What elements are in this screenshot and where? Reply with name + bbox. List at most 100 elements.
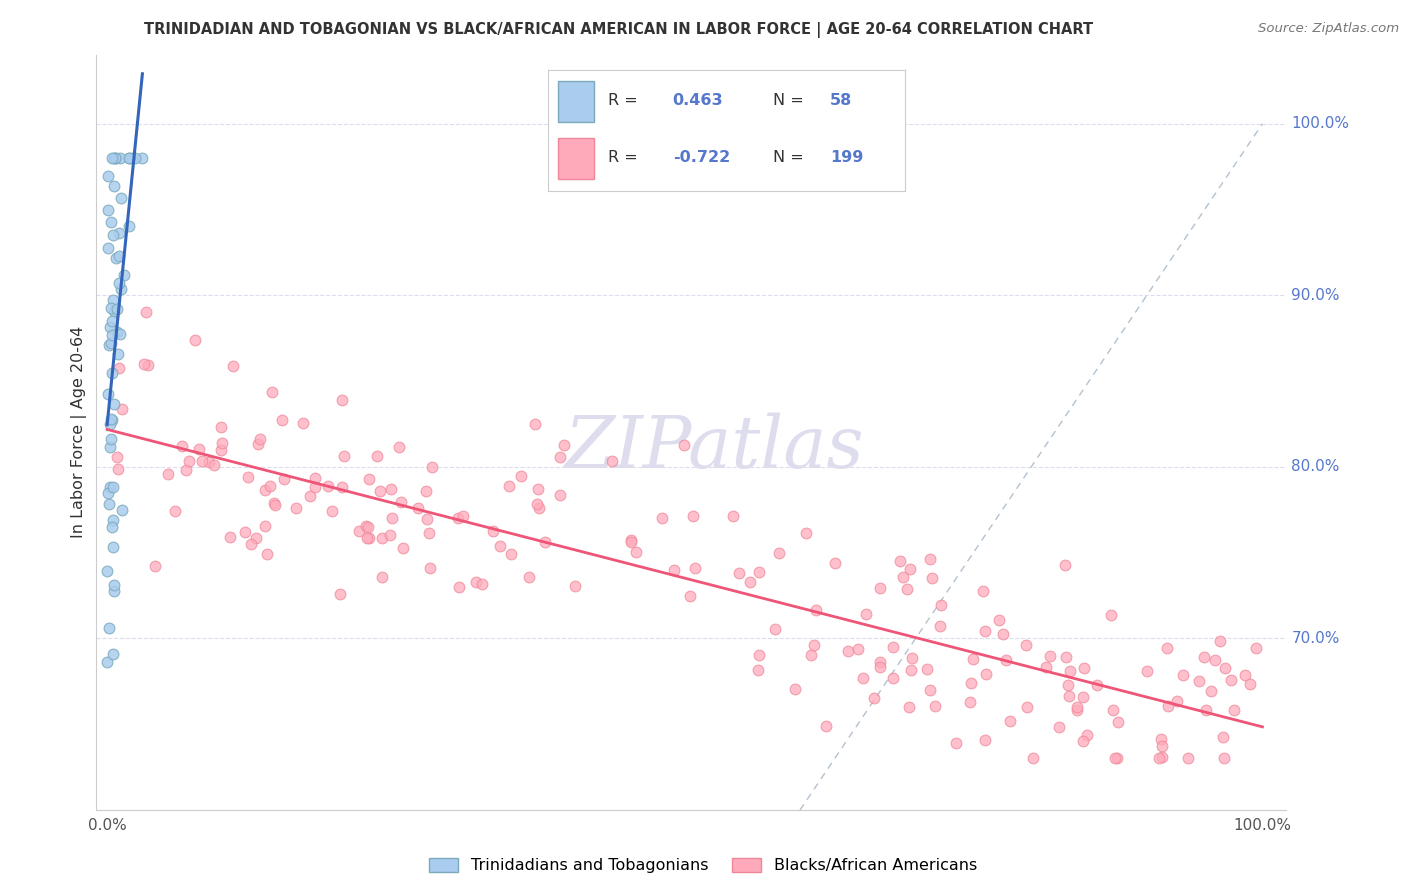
Point xyxy=(527,501,550,516)
Point xyxy=(898,562,921,576)
Point xyxy=(994,653,1017,667)
Point xyxy=(101,293,124,307)
Point xyxy=(682,508,704,523)
Point xyxy=(1171,668,1194,682)
Point xyxy=(447,510,470,524)
Point xyxy=(118,151,141,165)
Point xyxy=(249,432,271,446)
Point xyxy=(837,644,859,658)
Point xyxy=(381,510,404,524)
Point xyxy=(271,413,294,427)
Point xyxy=(1136,664,1159,678)
Point xyxy=(219,530,242,544)
Point xyxy=(662,563,685,577)
Point xyxy=(100,336,122,351)
Point xyxy=(330,480,353,494)
Point xyxy=(471,577,494,591)
Point xyxy=(901,651,924,665)
Point xyxy=(107,462,129,476)
Point xyxy=(179,454,201,468)
Point xyxy=(882,671,904,685)
Point xyxy=(357,532,380,546)
Point xyxy=(517,570,540,584)
Point xyxy=(103,178,125,193)
Point xyxy=(98,480,121,494)
Point xyxy=(1071,690,1094,705)
Point xyxy=(553,438,575,452)
Point xyxy=(101,540,124,554)
Point xyxy=(132,357,155,371)
Point xyxy=(299,489,322,503)
Point xyxy=(600,454,623,468)
Point xyxy=(783,681,806,696)
Point xyxy=(651,511,673,525)
Point xyxy=(96,565,118,579)
Point xyxy=(357,520,380,534)
Point xyxy=(921,571,943,585)
Point xyxy=(419,561,441,575)
Point xyxy=(1071,733,1094,747)
Point xyxy=(727,566,749,580)
Point xyxy=(253,519,276,533)
Point xyxy=(1104,751,1126,765)
Point xyxy=(124,151,146,165)
Point xyxy=(263,498,285,512)
Point xyxy=(465,574,488,589)
Point xyxy=(103,583,125,598)
Point xyxy=(900,663,922,677)
Point xyxy=(898,699,921,714)
Point xyxy=(1073,660,1095,674)
Point xyxy=(108,226,131,240)
Point xyxy=(1195,703,1218,717)
Point xyxy=(222,359,245,374)
Point xyxy=(329,587,352,601)
Point xyxy=(889,554,911,568)
Point xyxy=(1057,678,1080,692)
Point xyxy=(852,671,875,685)
Point xyxy=(869,660,891,674)
Point xyxy=(962,652,984,666)
Point xyxy=(183,333,205,347)
Point xyxy=(620,534,643,549)
Point xyxy=(118,219,141,233)
Point xyxy=(239,537,262,551)
Point xyxy=(626,545,648,559)
Point xyxy=(118,151,141,165)
Point xyxy=(378,528,401,542)
Point xyxy=(1209,634,1232,648)
Point xyxy=(98,320,121,334)
Point xyxy=(721,508,744,523)
Point xyxy=(97,169,120,183)
Point xyxy=(101,151,124,165)
Point xyxy=(100,412,122,426)
Point xyxy=(564,579,586,593)
Point xyxy=(100,432,122,446)
Point xyxy=(103,227,125,242)
Point xyxy=(974,624,997,639)
Point xyxy=(256,547,278,561)
Point xyxy=(929,598,952,612)
Point xyxy=(209,420,232,434)
Point xyxy=(1177,751,1199,765)
Point xyxy=(347,524,370,539)
Point xyxy=(679,590,702,604)
Point xyxy=(304,479,326,493)
Point xyxy=(121,151,143,165)
Point xyxy=(527,482,550,496)
Point xyxy=(135,305,157,319)
Point xyxy=(763,622,786,636)
Text: 100.0%: 100.0% xyxy=(1233,818,1292,833)
Point xyxy=(1054,649,1077,664)
Point xyxy=(98,622,121,636)
Point xyxy=(190,454,212,468)
Point xyxy=(107,361,129,376)
Point xyxy=(304,471,326,485)
Point xyxy=(1107,715,1129,730)
Point xyxy=(354,519,377,533)
Point xyxy=(1212,730,1234,744)
Point xyxy=(238,470,260,484)
Point xyxy=(163,503,186,517)
Point xyxy=(1152,750,1174,764)
Point xyxy=(108,277,131,291)
Point xyxy=(98,497,121,511)
